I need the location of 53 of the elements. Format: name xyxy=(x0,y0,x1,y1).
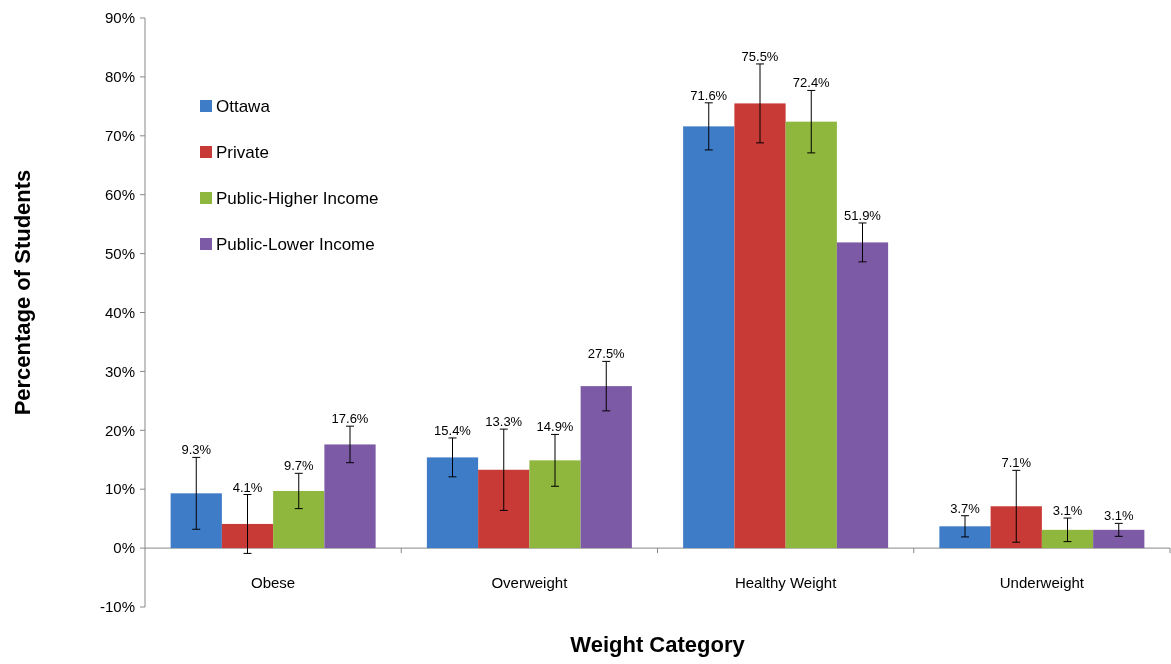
data-label: 3.1% xyxy=(1103,508,1134,524)
bar xyxy=(990,506,1042,549)
bar xyxy=(785,121,837,549)
x-axis-title: Weight Category xyxy=(570,632,746,657)
y-axis-title: Percentage of Students xyxy=(10,169,35,416)
y-tick-label: 10% xyxy=(104,480,135,498)
bar xyxy=(683,126,735,549)
bar xyxy=(221,523,274,549)
bar xyxy=(1041,529,1094,549)
x-tick-label: Obese xyxy=(251,574,296,592)
bar xyxy=(734,103,786,549)
data-label: 9.3% xyxy=(181,442,212,458)
data-label: 4.1% xyxy=(232,479,263,495)
x-tick-label: Healthy Weight xyxy=(734,574,838,592)
bar xyxy=(170,493,222,549)
bar xyxy=(1093,529,1145,549)
data-label: 3.7% xyxy=(950,500,981,516)
bar xyxy=(529,460,581,549)
data-label: 72.4% xyxy=(792,75,831,91)
data-label: 71.6% xyxy=(690,87,728,103)
data-label: 13.3% xyxy=(485,414,523,430)
y-tick-label: 80% xyxy=(104,68,135,86)
bar xyxy=(580,386,632,549)
y-tick-label: 90% xyxy=(104,9,135,27)
data-label: 27.5% xyxy=(587,346,626,362)
bar xyxy=(426,457,479,549)
y-tick-label: 50% xyxy=(104,244,135,262)
legend-label: Private xyxy=(216,142,269,162)
legend-label: Ottawa xyxy=(216,96,271,116)
y-tick-label: 40% xyxy=(104,303,135,321)
bar xyxy=(939,526,991,549)
data-label: 14.9% xyxy=(536,419,574,435)
legend-label: Public-Higher Income xyxy=(216,188,379,208)
y-tick-label: 0% xyxy=(113,539,135,557)
data-label: 9.7% xyxy=(283,458,314,474)
legend-label: Public-Lower Income xyxy=(216,234,375,254)
bar xyxy=(324,444,376,549)
data-label: 3.1% xyxy=(1052,503,1083,519)
bar xyxy=(836,242,889,549)
data-label: 15.4% xyxy=(434,422,472,438)
x-tick-label: Overweight xyxy=(491,574,569,592)
bar xyxy=(478,469,530,549)
y-tick-label: -10% xyxy=(99,598,135,616)
y-tick-label: 60% xyxy=(104,185,135,203)
data-label: 75.5% xyxy=(741,48,779,64)
data-label: 51.9% xyxy=(844,207,882,223)
x-tick-label: Underweight xyxy=(999,574,1085,592)
y-tick-label: 30% xyxy=(104,362,135,380)
bar xyxy=(273,490,325,549)
data-label: 17.6% xyxy=(331,411,369,427)
y-tick-label: 70% xyxy=(104,127,135,145)
y-tick-label: 20% xyxy=(104,421,135,439)
data-label: 7.1% xyxy=(1001,455,1032,471)
